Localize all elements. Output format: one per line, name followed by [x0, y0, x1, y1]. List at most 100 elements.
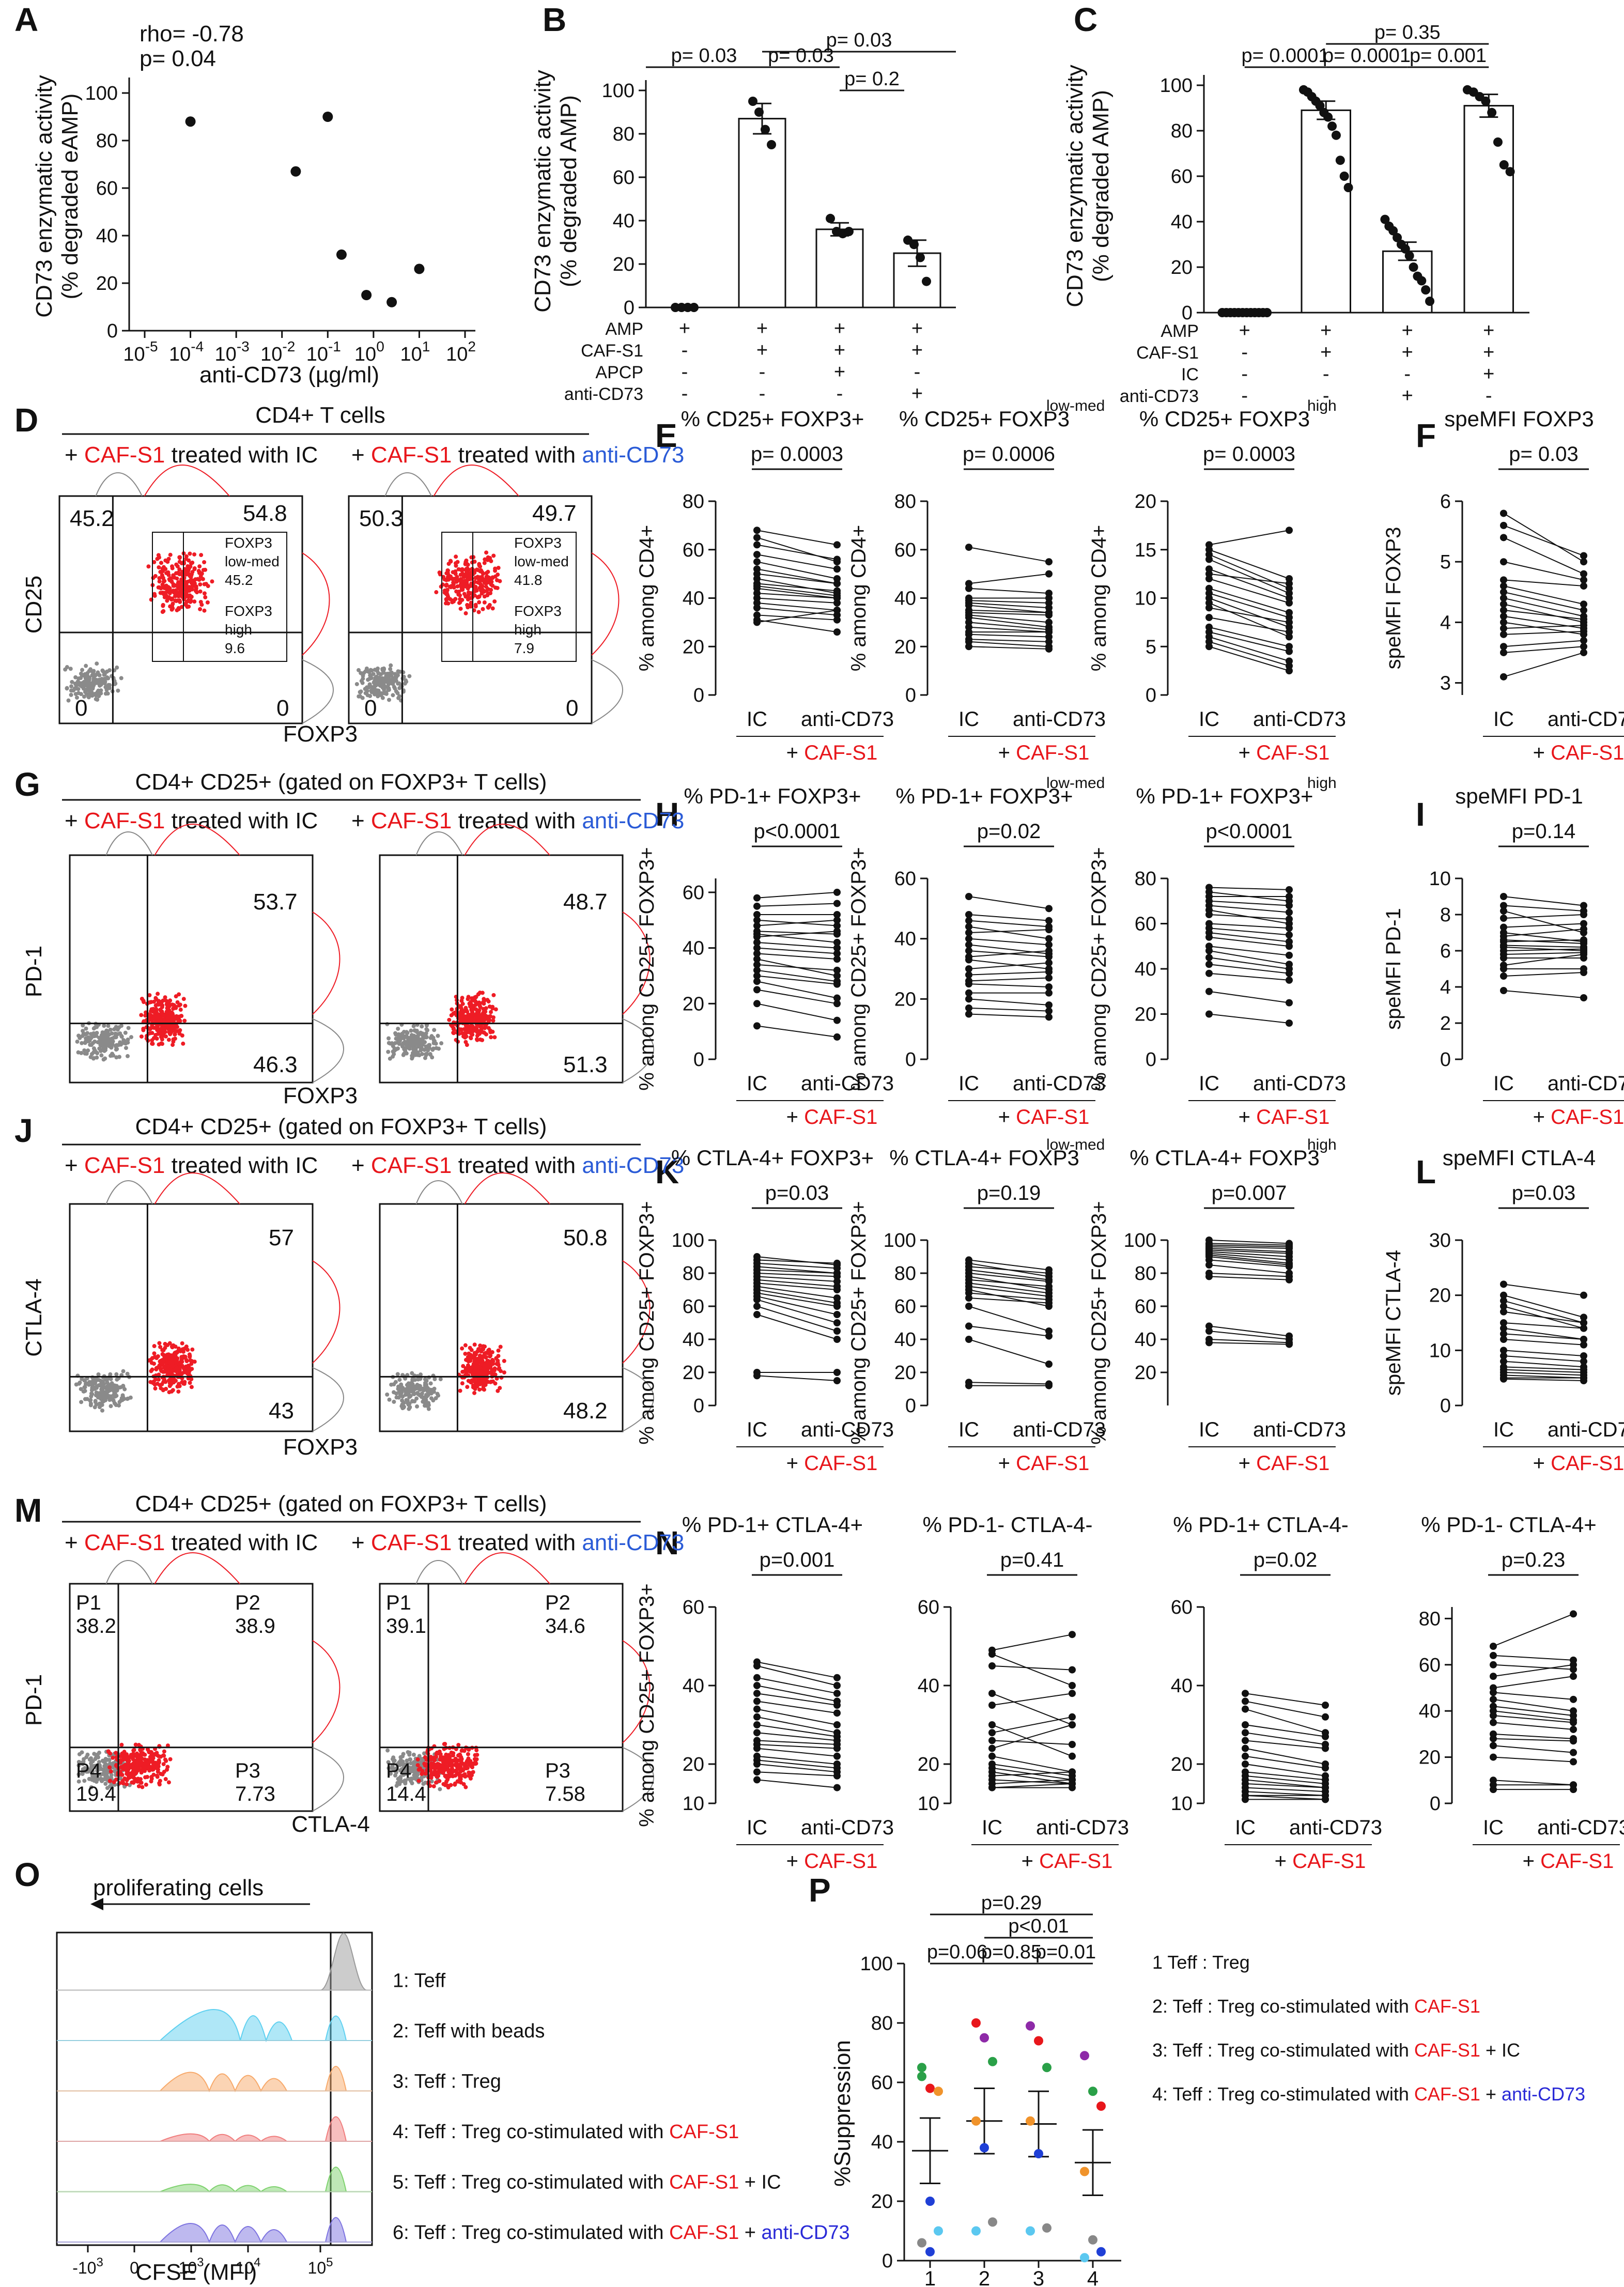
- panel-j-right-plot-event-negative: [429, 1396, 434, 1401]
- panel-j-left-plot-event-negative: [109, 1404, 113, 1409]
- panel-g-right-plot-event-positive: [459, 1027, 463, 1032]
- panel-h1-ytick-label: 20: [683, 993, 704, 1015]
- panel-j-left-plot-event-negative: [105, 1378, 110, 1382]
- panel-j-right-plot-event-positive: [465, 1358, 470, 1363]
- panel-d-left-plot-event-positive: [166, 595, 171, 599]
- panel-g-left-plot-event-positive: [161, 1013, 166, 1018]
- panel-n3-group-plus: +: [1275, 1850, 1292, 1873]
- panel-m-right-plot-event-positive: [458, 1753, 462, 1757]
- panel-g-right-plot-event-negative: [397, 1039, 402, 1043]
- panel-j-right-plot-event-negative: [395, 1372, 400, 1377]
- panel-d-right-plot-event-positive: [438, 572, 442, 577]
- panel-m-right-plot-event-positive: [441, 1759, 445, 1764]
- panel-c-sign: -: [1241, 385, 1248, 407]
- panel-e3-ytick-label: 0: [1146, 685, 1156, 706]
- panel-n3-group-caf: CAF-S1: [1292, 1850, 1366, 1873]
- panel-d-right-plot-event-positive: [462, 592, 467, 596]
- panel-a-ylabel-1: CD73 enzymatic activity: [32, 75, 57, 317]
- panel-d-right-plot-event-positive: [481, 576, 485, 581]
- panel-k1-title: % CTLA-4+ FOXP3+: [671, 1146, 874, 1170]
- panel-d-right-plot-event-positive: [484, 584, 488, 589]
- panel-a-ytick-label: 0: [107, 320, 118, 342]
- panel-h2-group-caf: CAF-S1: [1016, 1106, 1089, 1129]
- panel-g-right-plot-event-positive: [481, 1000, 486, 1005]
- panel-n1-ylabel: % among CD25+ FOXP3+: [636, 1583, 658, 1827]
- panel-g-right-plot-event-positive: [477, 1001, 482, 1006]
- panel-g-left-plot-event-negative: [88, 1043, 92, 1047]
- panel-n1-pair-line: [756, 1677, 838, 1694]
- panel-g-right-plot-event-negative: [393, 1041, 398, 1045]
- panel-k2-ytick-label: 0: [905, 1395, 916, 1417]
- panel-m-right-plot-event-positive: [451, 1753, 455, 1758]
- panel-d-left-plot-event-positive: [159, 586, 163, 591]
- panel-g-right-plot-event-positive: [462, 1014, 467, 1018]
- panel-k1-point-ic: [753, 1296, 761, 1304]
- panel-a-xtick-exponent: -4: [191, 338, 204, 354]
- panel-n4-pair-line: [1493, 1698, 1574, 1712]
- panel-m-right-plot-event-positive: [464, 1764, 469, 1768]
- panel-g-left-plot-event-positive: [181, 997, 186, 1001]
- panel-d-left-plot-event-positive: [156, 553, 161, 558]
- panel-k3-point-ic: [1205, 1261, 1213, 1269]
- panel-d-left-plot-event-positive: [161, 609, 166, 613]
- panel-n2-pvalue: p=0.41: [1000, 1549, 1064, 1571]
- panel-k3-pair-line: [1209, 1240, 1290, 1244]
- panel-e1-title: % CD25+ FOXP3+: [681, 407, 864, 431]
- panel-n3-pair-line: [1245, 1708, 1326, 1734]
- panel-c-point: [1388, 226, 1398, 236]
- panel-m-right-plot-event-positive: [458, 1769, 463, 1774]
- panel-m-right-plot-event-positive: [434, 1780, 438, 1785]
- panel-b-sign: +: [679, 318, 690, 339]
- panel-d-right-plot-event-positive: [460, 572, 465, 577]
- panel-n4-point-ic: [1490, 1712, 1497, 1720]
- panel-g-right-plot-event-positive: [493, 1007, 498, 1012]
- panel-d-left-plot-event-positive: [198, 574, 203, 579]
- panel-d-right-plot-event-positive: [469, 604, 473, 609]
- panel-i-pair-line: [1503, 923, 1584, 928]
- panel-m-left-p3-val: 7.73: [235, 1783, 275, 1805]
- panel-e2-ytick-label: 20: [894, 636, 916, 658]
- panel-d-right-plot-event-positive: [477, 594, 482, 599]
- panel-j-right-plot-event-negative: [410, 1371, 414, 1376]
- panel-n3-point-ic: [1242, 1744, 1249, 1752]
- panel-g-left-plot-event-negative: [114, 1043, 119, 1048]
- panel-h2-point-ic: [965, 1010, 972, 1018]
- panel-m-left-plot-event-positive: [129, 1765, 133, 1770]
- panel-g-right-plot-event-positive: [470, 1012, 475, 1016]
- panel-d-right-plot-event-negative: [358, 690, 362, 694]
- panel-j-right-plot-event-positive: [458, 1388, 462, 1393]
- panel-i-point-ic: [1500, 893, 1507, 900]
- panel-d-right-subgate-label: 41.8: [514, 572, 543, 588]
- panel-g-right-plot-event-positive: [467, 1030, 472, 1034]
- panel-e3-point-anti: [1286, 667, 1293, 675]
- panel-g-left-plot-event-positive: [161, 1031, 165, 1036]
- panel-b-ylabel-2: (% degraded AMP): [556, 95, 581, 287]
- panel-b-point: [922, 276, 931, 286]
- panel-h3-pair-line: [1209, 914, 1290, 920]
- panel-i-group-label: + CAF-S1: [1533, 1106, 1624, 1129]
- panel-g-left-plot-event-negative: [79, 1050, 84, 1055]
- panel-e2-pvalue: p= 0.0006: [963, 443, 1055, 466]
- panel-m-right-plot-event-negative: [385, 1748, 390, 1753]
- panel-d-right-plot-event-positive: [448, 585, 453, 590]
- panel-g-right-plot-event-negative: [428, 1053, 432, 1057]
- panel-k2-ytick-label: 40: [894, 1329, 916, 1351]
- panel-j-left-plot-event-positive: [173, 1353, 177, 1357]
- panel-g-left-plot-event-negative: [99, 1043, 104, 1048]
- panel-g-right-plus: +: [351, 808, 371, 833]
- panel-h1-group-label: + CAF-S1: [786, 1106, 878, 1129]
- panel-b-ytick-label: 100: [602, 80, 635, 102]
- panel-k3-xlabel-ic: IC: [1199, 1418, 1219, 1441]
- panel-d-left-plot-event-positive: [184, 599, 189, 604]
- panel-h3-pair-line: [1209, 972, 1290, 981]
- panel-g-right-plot-event-negative: [430, 1047, 435, 1052]
- panel-j-right-plot-event-negative: [397, 1378, 402, 1382]
- panel-d-left-plot-event-positive: [165, 598, 169, 603]
- panel-h2-point-anti: [1045, 959, 1053, 967]
- panel-j-left-plot-event-negative: [98, 1382, 103, 1387]
- panel-m-left-plot-event-negative: [103, 1765, 108, 1769]
- panel-d-left-plot-event-positive: [161, 579, 166, 584]
- panel-d-right-plot-event-positive: [472, 568, 477, 573]
- panel-f-point-anti: [1580, 627, 1587, 635]
- panel-n2-point-ic: [988, 1752, 996, 1760]
